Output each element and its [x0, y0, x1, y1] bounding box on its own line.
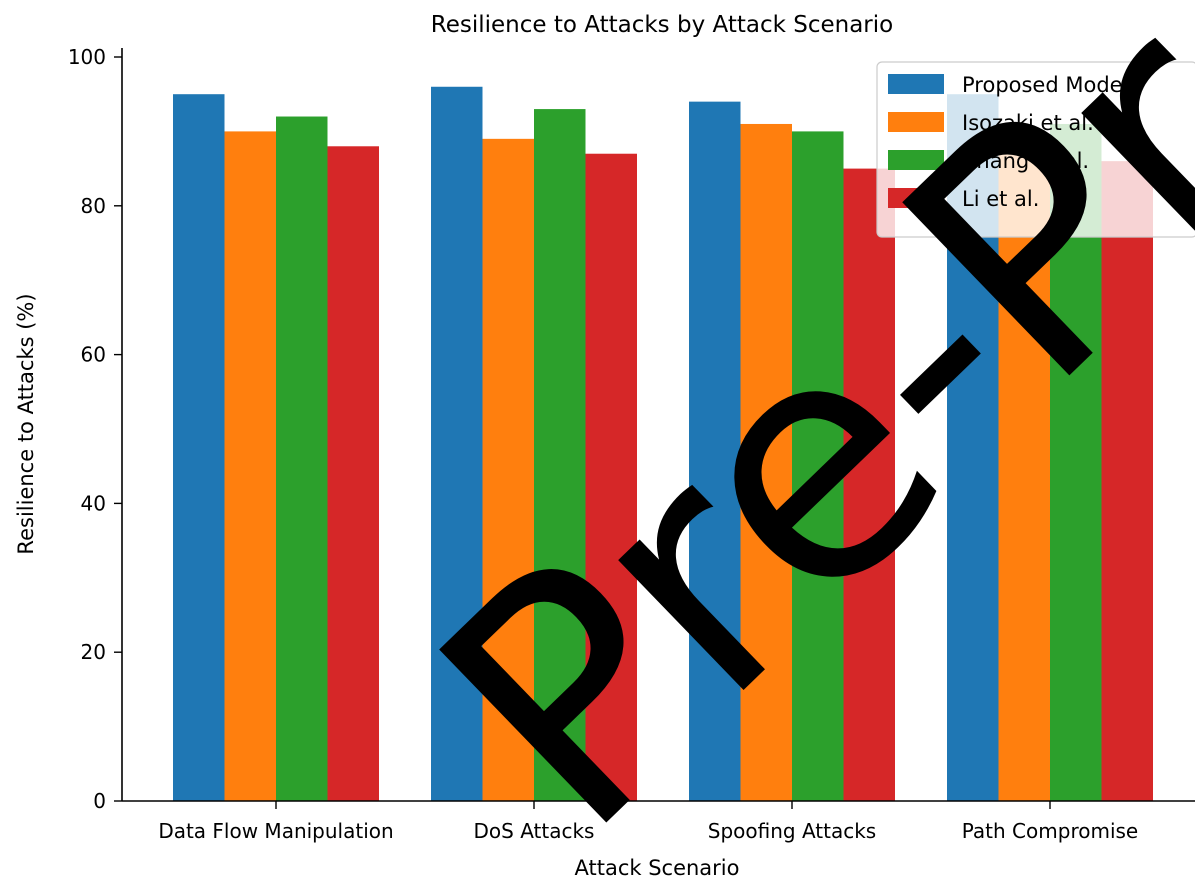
bar-1-2	[431, 86, 483, 801]
bar-4-1	[327, 146, 379, 801]
y-tick-label: 80	[81, 194, 106, 218]
legend-swatch	[888, 150, 944, 170]
legend-frame	[876, 61, 1195, 238]
legend-swatch	[888, 112, 944, 132]
bar-2-1	[224, 131, 276, 801]
bar-4-2	[585, 153, 637, 802]
bar-2-4	[998, 146, 1050, 801]
bar-4-3	[843, 168, 895, 802]
x-tick-label: Spoofing Attacks	[708, 819, 876, 843]
bar-4-4	[1101, 161, 1153, 801]
y-tick-label: 0	[93, 789, 106, 813]
bar-1-3	[689, 101, 741, 801]
bar-3-1	[276, 116, 328, 801]
x-axis-title: Attack Scenario	[574, 856, 739, 880]
y-tick-label: 40	[81, 491, 106, 515]
y-tick-label: 60	[81, 343, 106, 367]
y-ticks-layer: 0 20 40 60 80 100	[68, 45, 122, 813]
legend-label: Zhang et al.	[962, 149, 1089, 173]
legend-label: Isozaki et al.	[962, 111, 1094, 135]
bar-1-1	[173, 94, 225, 801]
y-tick-label: 100	[68, 45, 106, 69]
legend-label: Proposed Model	[962, 73, 1128, 97]
x-tick-label: Data Flow Manipulation	[158, 819, 393, 843]
chart-title: Resilience to Attacks by Attack Scenario	[431, 12, 893, 38]
legend: Proposed Model Isozaki et al. Zhang et al.…	[876, 61, 1195, 238]
x-ticks-layer: Data Flow Manipulation DoS Attacks Spoofin…	[158, 801, 1138, 843]
legend-swatch	[888, 74, 944, 94]
legend-swatch	[888, 188, 944, 208]
x-tick-label: Path Compromise	[962, 819, 1138, 843]
y-tick-label: 20	[81, 640, 106, 664]
bar-2-2	[482, 138, 534, 802]
x-tick-label: DoS Attacks	[474, 819, 595, 843]
bar-3-2	[534, 109, 586, 801]
bar-2-3	[740, 123, 792, 801]
legend-label: Li et al.	[962, 187, 1039, 211]
y-axis-title: Resilience to Attacks (%)	[14, 293, 38, 554]
legend-items: Proposed Model Isozaki et al. Zhang et al.…	[888, 73, 1128, 211]
bar-3-3	[792, 131, 844, 801]
